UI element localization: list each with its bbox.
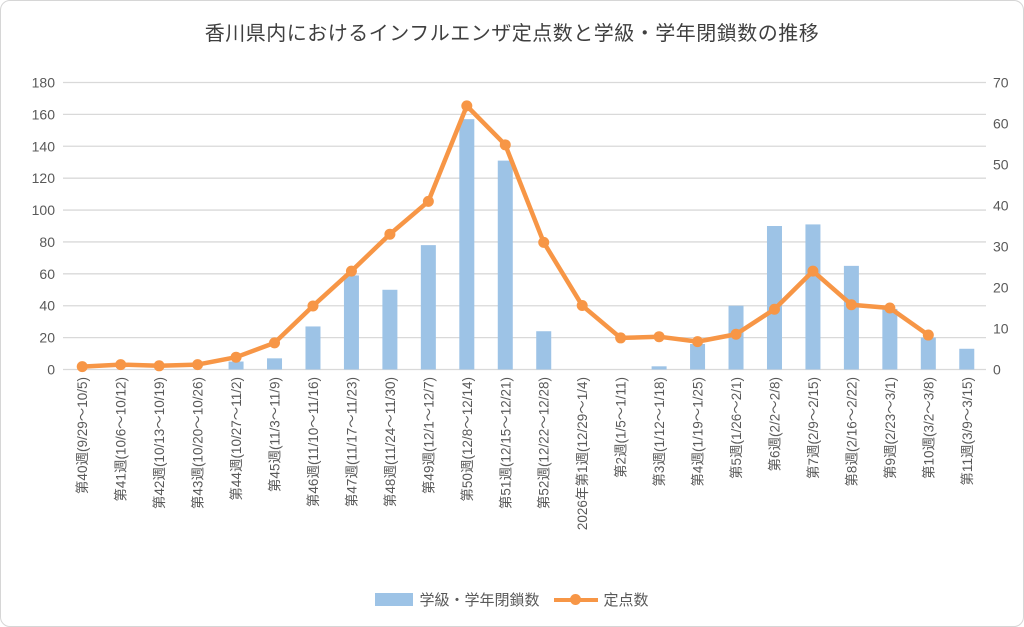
- left-axis-tick-label: 160: [32, 106, 56, 122]
- x-axis-label: 第11週(3/9～3/15): [959, 377, 975, 486]
- x-axis-label: 第9週(2/23～3/1): [882, 377, 898, 479]
- x-axis-label: 第46週(11/10～11/16): [305, 377, 321, 507]
- bar-closures: [420, 245, 436, 370]
- legend-item-sentinel: 定点数: [553, 589, 649, 610]
- left-axis-tick-label: 0: [47, 362, 55, 378]
- x-axis-label: 第8週(2/16～2/22): [843, 377, 859, 487]
- line-marker: [653, 331, 665, 343]
- line-marker: [230, 351, 242, 363]
- x-axis-label: 第41週(10/6～10/12): [113, 377, 129, 502]
- bar-closures: [690, 343, 706, 370]
- line-marker: [499, 139, 511, 151]
- x-axis-label: 第10週(3/2～3/8): [920, 377, 936, 479]
- line-marker: [692, 336, 704, 348]
- x-axis-label: 第47週(11/17～11/23): [343, 377, 359, 507]
- bar-closures: [305, 326, 321, 370]
- line-series-swatch-icon: [553, 594, 598, 606]
- line-marker: [307, 300, 319, 312]
- bar-closures: [843, 265, 859, 370]
- line-marker: [538, 236, 550, 248]
- bar-closures: [459, 119, 475, 370]
- bar-closures: [959, 348, 975, 370]
- right-axis-tick-label: 60: [993, 116, 1009, 132]
- x-axis-label: 第49週(12/1～12/7): [420, 377, 436, 494]
- line-marker: [845, 299, 857, 311]
- bar-series-swatch-icon: [375, 593, 414, 606]
- right-axis-tick-label: 70: [993, 75, 1009, 91]
- bar-closures: [651, 366, 667, 370]
- left-axis-tick-label: 80: [39, 234, 55, 250]
- chart-title: 香川県内におけるインフルエンザ定点数と学級・学年閉鎖数の推移: [204, 23, 820, 45]
- bar-closures: [920, 337, 936, 370]
- line-marker: [115, 359, 127, 371]
- right-axis-tick-label: 40: [993, 198, 1009, 214]
- line-marker: [461, 100, 473, 112]
- bar-closures: [343, 275, 359, 370]
- x-axis-label: 第6週(2/2～2/8): [766, 377, 782, 472]
- bar-closures: [228, 361, 244, 370]
- line-marker: [768, 303, 780, 315]
- line-marker: [422, 195, 434, 207]
- legend-item-closures: 学級・学年閉鎖数: [375, 589, 540, 610]
- left-axis-tick-label: 60: [39, 266, 55, 282]
- bar-closures: [766, 226, 782, 370]
- line-marker: [807, 265, 819, 277]
- right-axis-tick-label: 10: [993, 321, 1009, 337]
- bar-closures: [267, 358, 283, 370]
- line-marker: [384, 228, 396, 240]
- line-marker: [153, 360, 165, 372]
- left-axis-tick-label: 120: [32, 170, 56, 186]
- bar-closures: [536, 331, 552, 370]
- line-marker: [269, 337, 281, 349]
- x-axis-label: 第7週(2/9～2/15): [805, 377, 821, 479]
- bar-closures: [497, 160, 513, 370]
- line-marker: [922, 329, 934, 341]
- right-axis-tick-label: 30: [993, 239, 1009, 255]
- line-marker: [576, 300, 588, 312]
- right-axis-tick-label: 0: [993, 362, 1001, 378]
- right-axis-tick-label: 20: [993, 280, 1009, 296]
- line-marker: [192, 359, 204, 371]
- bar-closures: [805, 224, 821, 370]
- x-axis-label: 第40週(9/29～10/5): [74, 377, 90, 494]
- line-marker: [730, 328, 742, 340]
- x-axis-label: 第2週(1/5～1/11): [613, 377, 629, 478]
- line-marker: [76, 361, 88, 373]
- line-marker: [884, 302, 896, 314]
- x-axis-label: 第43週(10/20～10/26): [190, 377, 206, 509]
- line-marker: [615, 332, 627, 344]
- bar-closures: [882, 308, 898, 370]
- x-axis-label: 第3週(1/12～1/18): [651, 377, 667, 487]
- x-axis-label: 第44週(10/27～11/2): [228, 377, 244, 501]
- line-marker: [345, 265, 357, 277]
- legend-label-sentinel: 定点数: [603, 592, 649, 609]
- left-axis-tick-label: 100: [32, 202, 56, 218]
- left-axis-tick-label: 20: [39, 330, 55, 346]
- x-axis-label: 第51週(12/15～12/21): [497, 377, 513, 509]
- x-axis-label: 2026年第1週(12/29～1/4): [574, 377, 590, 530]
- legend-label-closures: 学級・学年閉鎖数: [419, 592, 540, 609]
- x-axis-label: 第52週(12/22～12/28): [536, 377, 552, 509]
- chart-legend: 学級・学年閉鎖数 定点数: [1, 589, 1023, 610]
- x-axis-label: 第5週(1/26～2/1): [728, 377, 744, 479]
- left-axis-tick-label: 40: [39, 298, 55, 314]
- x-axis-label: 第45週(11/3～11/9): [267, 377, 283, 492]
- x-axis-label: 第4週(1/19～1/25): [690, 377, 706, 487]
- bar-closures: [382, 289, 398, 370]
- x-axis-label: 第50週(12/8～12/14): [459, 377, 475, 502]
- x-axis-label: 第42週(10/13～10/19): [151, 377, 167, 509]
- left-axis-tick-label: 140: [32, 138, 56, 154]
- right-axis-tick-label: 50: [993, 157, 1009, 173]
- x-axis-label: 第48週(11/24～11/30): [382, 377, 398, 507]
- left-axis-tick-label: 180: [32, 75, 56, 91]
